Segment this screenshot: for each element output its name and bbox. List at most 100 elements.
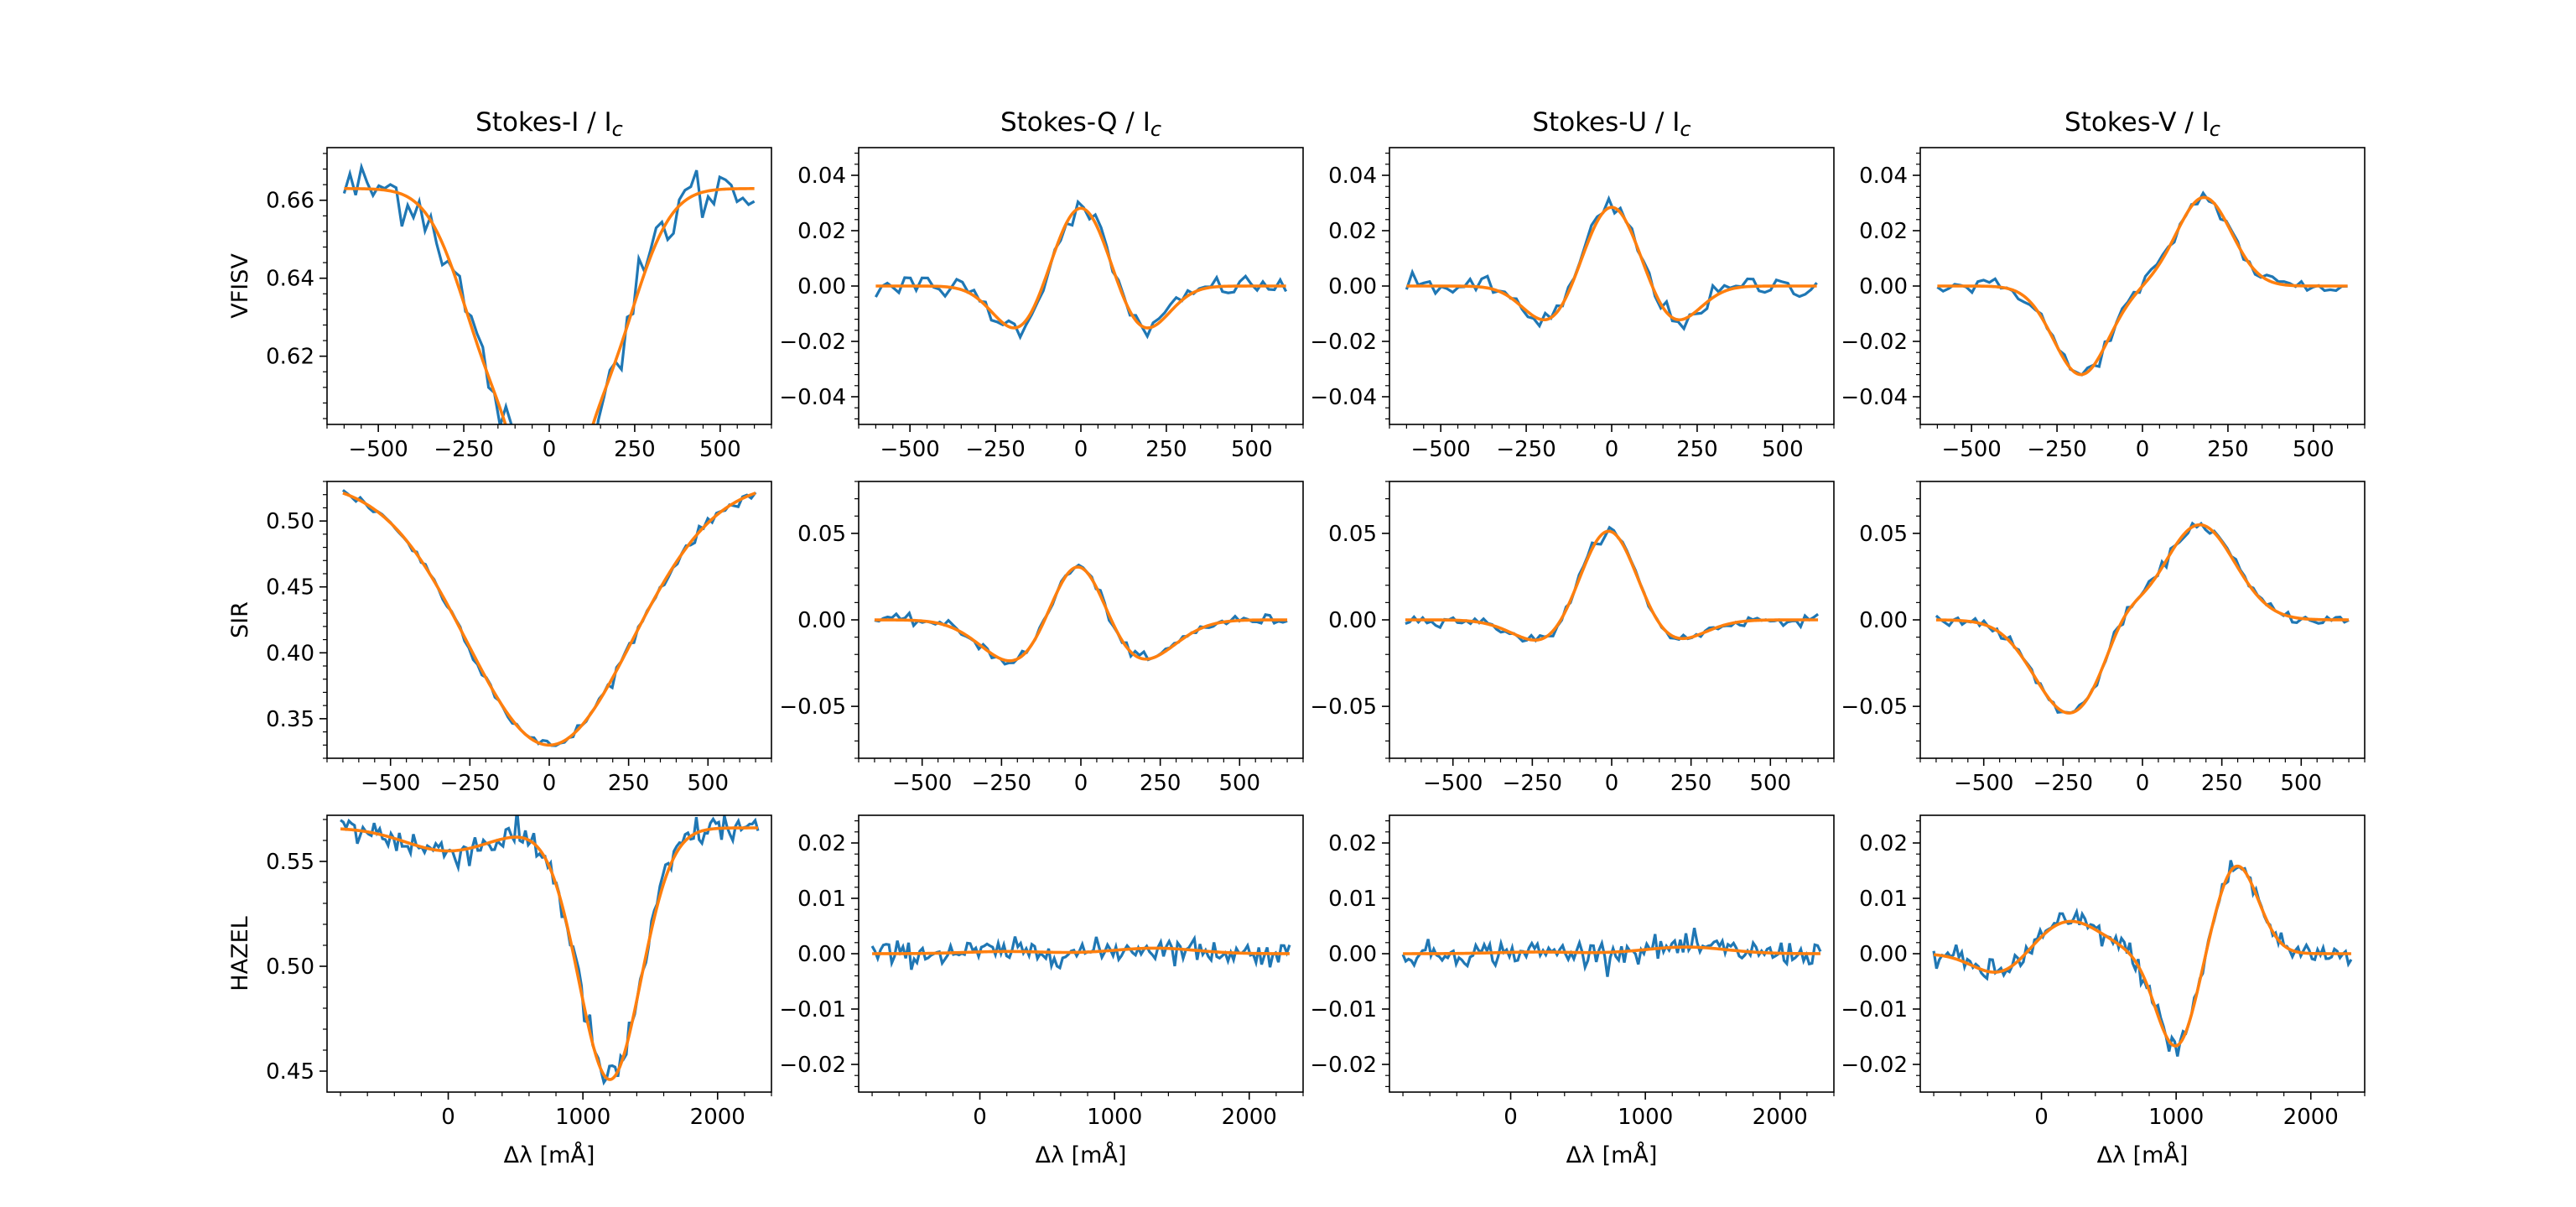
series-observed <box>870 934 1291 971</box>
panel-hazel-3: 0 1000 2000 −0.02 −0.01 0.00 0.01 0.02 Δλ [mÅ] <box>1841 814 2366 1168</box>
y-tick-label: −0.04 <box>1841 385 1908 410</box>
x-tick-label: −250 <box>1503 771 1562 796</box>
series-observed <box>341 489 757 747</box>
y-tick-label: 0.02 <box>797 831 846 856</box>
y-tick-label: 0.02 <box>797 219 846 244</box>
x-axis-label: Δλ [mÅ] <box>1036 1142 1127 1168</box>
x-tick-label: 500 <box>1231 437 1273 462</box>
column-title-subscript: c <box>1150 117 1161 141</box>
series-observed <box>340 815 760 1086</box>
row-label-1: SIR <box>227 601 253 638</box>
x-tick-label: 2000 <box>1222 1105 1277 1130</box>
y-tick-label: −0.05 <box>1841 695 1908 720</box>
series-observed <box>1935 521 2350 715</box>
y-tick-label: 0.50 <box>266 955 314 980</box>
column-titles: Stokes-I / Ic Stokes-Q / Ic Stokes-U / Ic S… <box>475 107 2220 141</box>
x-tick-label: 500 <box>687 771 729 796</box>
panels: −500 −250 0 250 500 0.62 0.64 0.66 −500 −250 0 250 5… <box>266 147 2366 1168</box>
x-tick-label: 500 <box>1749 771 1791 796</box>
x-tick-label: 500 <box>2280 771 2322 796</box>
x-tick-label: 0 <box>2136 771 2150 796</box>
x-tick-label: 500 <box>699 437 741 462</box>
y-tick-label: −0.02 <box>779 1053 846 1078</box>
x-tick-label: 500 <box>2293 437 2334 462</box>
x-tick-label: 250 <box>2207 437 2249 462</box>
series-fit <box>872 946 1290 955</box>
row-label-2: HAZEL <box>227 916 253 991</box>
y-tick-label: 0.62 <box>266 345 314 370</box>
x-tick-label: 0 <box>1504 1105 1518 1130</box>
x-tick-label: −500 <box>361 771 420 796</box>
x-tick-label: 500 <box>1762 437 1804 462</box>
y-tick-label: 0.04 <box>1859 164 1908 189</box>
panel-sir-0: −500 −250 0 250 500 0.35 0.40 0.45 0.50 <box>266 481 772 796</box>
y-tick-label: 0.45 <box>266 575 314 601</box>
x-tick-label: 0 <box>2136 437 2150 462</box>
y-tick-label: 0.01 <box>1859 887 1908 912</box>
axes-frame <box>326 814 772 1093</box>
y-tick-label: 0.64 <box>266 267 314 292</box>
y-tick-label: −0.02 <box>1841 1053 1908 1078</box>
series-fit <box>340 826 758 1081</box>
series-fit <box>875 206 1286 330</box>
y-tick-label: −0.01 <box>779 997 846 1022</box>
x-tick-label: 1000 <box>1087 1105 1142 1130</box>
x-tick-label: 250 <box>2201 771 2243 796</box>
x-tick-label: 250 <box>1145 437 1187 462</box>
series-fit <box>344 187 755 424</box>
x-tick-label: 0 <box>441 1105 455 1130</box>
y-tick-label: 0.01 <box>1328 887 1377 912</box>
x-tick-label: 0 <box>543 771 557 796</box>
y-tick-label: 0.00 <box>1859 608 1908 633</box>
x-tick-label: −250 <box>2033 771 2093 796</box>
x-tick-label: 1000 <box>555 1105 610 1130</box>
x-tick-label: −500 <box>348 437 408 462</box>
y-tick-label: 0.00 <box>1328 608 1377 633</box>
x-tick-label: 250 <box>1676 437 1718 462</box>
y-tick-label: 0.02 <box>1859 219 1908 244</box>
x-axis-label: Δλ [mÅ] <box>2097 1142 2189 1168</box>
x-tick-label: 250 <box>1140 771 1182 796</box>
panel-hazel-2: 0 1000 2000 −0.02 −0.01 0.00 0.01 0.02 Δλ [mÅ] <box>1310 814 1835 1168</box>
x-tick-label: 250 <box>608 771 650 796</box>
x-tick-label: −500 <box>1954 771 2013 796</box>
y-tick-label: 0.05 <box>1859 522 1908 547</box>
x-tick-label: 0 <box>543 437 557 462</box>
x-tick-label: 250 <box>1670 771 1712 796</box>
x-tick-label: −500 <box>1423 771 1483 796</box>
panel-vfisv-3: −500 −250 0 250 500 −0.04 −0.02 0.00 0.02 0.04 <box>1841 147 2366 462</box>
x-tick-label: −500 <box>1941 437 2001 462</box>
column-title-0: Stokes-I / Ic <box>475 107 623 141</box>
y-tick-label: 0.40 <box>266 641 314 666</box>
y-tick-label: −0.05 <box>1310 695 1377 720</box>
panel-sir-1: −500 −250 0 250 500 −0.05 0.00 0.05 <box>779 481 1304 796</box>
series-fit <box>1933 864 2351 1048</box>
panel-hazel-0: 0 1000 2000 0.45 0.50 0.55 Δλ [mÅ] <box>266 814 772 1168</box>
y-tick-label: −0.05 <box>779 695 846 720</box>
y-tick-label: −0.02 <box>1841 330 1908 355</box>
row-label-0: VFISV <box>227 253 253 319</box>
panel-vfisv-1: −500 −250 0 250 500 −0.04 −0.02 0.00 0.02 0.04 <box>779 147 1304 462</box>
x-tick-label: 2000 <box>1753 1105 1808 1130</box>
panel-vfisv-2: −500 −250 0 250 500 −0.04 −0.02 0.00 0.02 0.04 <box>1310 147 1835 462</box>
y-tick-label: 0.05 <box>797 522 846 547</box>
x-tick-label: 0 <box>1605 771 1619 796</box>
column-title-2: Stokes-U / Ic <box>1532 107 1690 141</box>
x-tick-label: −250 <box>434 437 493 462</box>
series-fit <box>1405 529 1819 642</box>
column-title-subscript: c <box>612 117 623 141</box>
y-tick-label: 0.02 <box>1328 219 1377 244</box>
y-tick-label: 0.00 <box>1328 942 1377 967</box>
x-tick-label: 2000 <box>690 1105 745 1130</box>
y-tick-label: 0.02 <box>1328 831 1377 856</box>
x-tick-label: −250 <box>2027 437 2086 462</box>
y-tick-label: 0.66 <box>266 189 314 214</box>
y-tick-label: 0.02 <box>1859 831 1908 856</box>
y-tick-label: −0.01 <box>1310 997 1377 1022</box>
x-tick-label: 250 <box>614 437 656 462</box>
y-tick-label: 0.00 <box>797 942 846 967</box>
x-tick-label: 0 <box>2034 1105 2049 1130</box>
axes-frame <box>326 147 772 425</box>
series-observed <box>1405 195 1818 331</box>
